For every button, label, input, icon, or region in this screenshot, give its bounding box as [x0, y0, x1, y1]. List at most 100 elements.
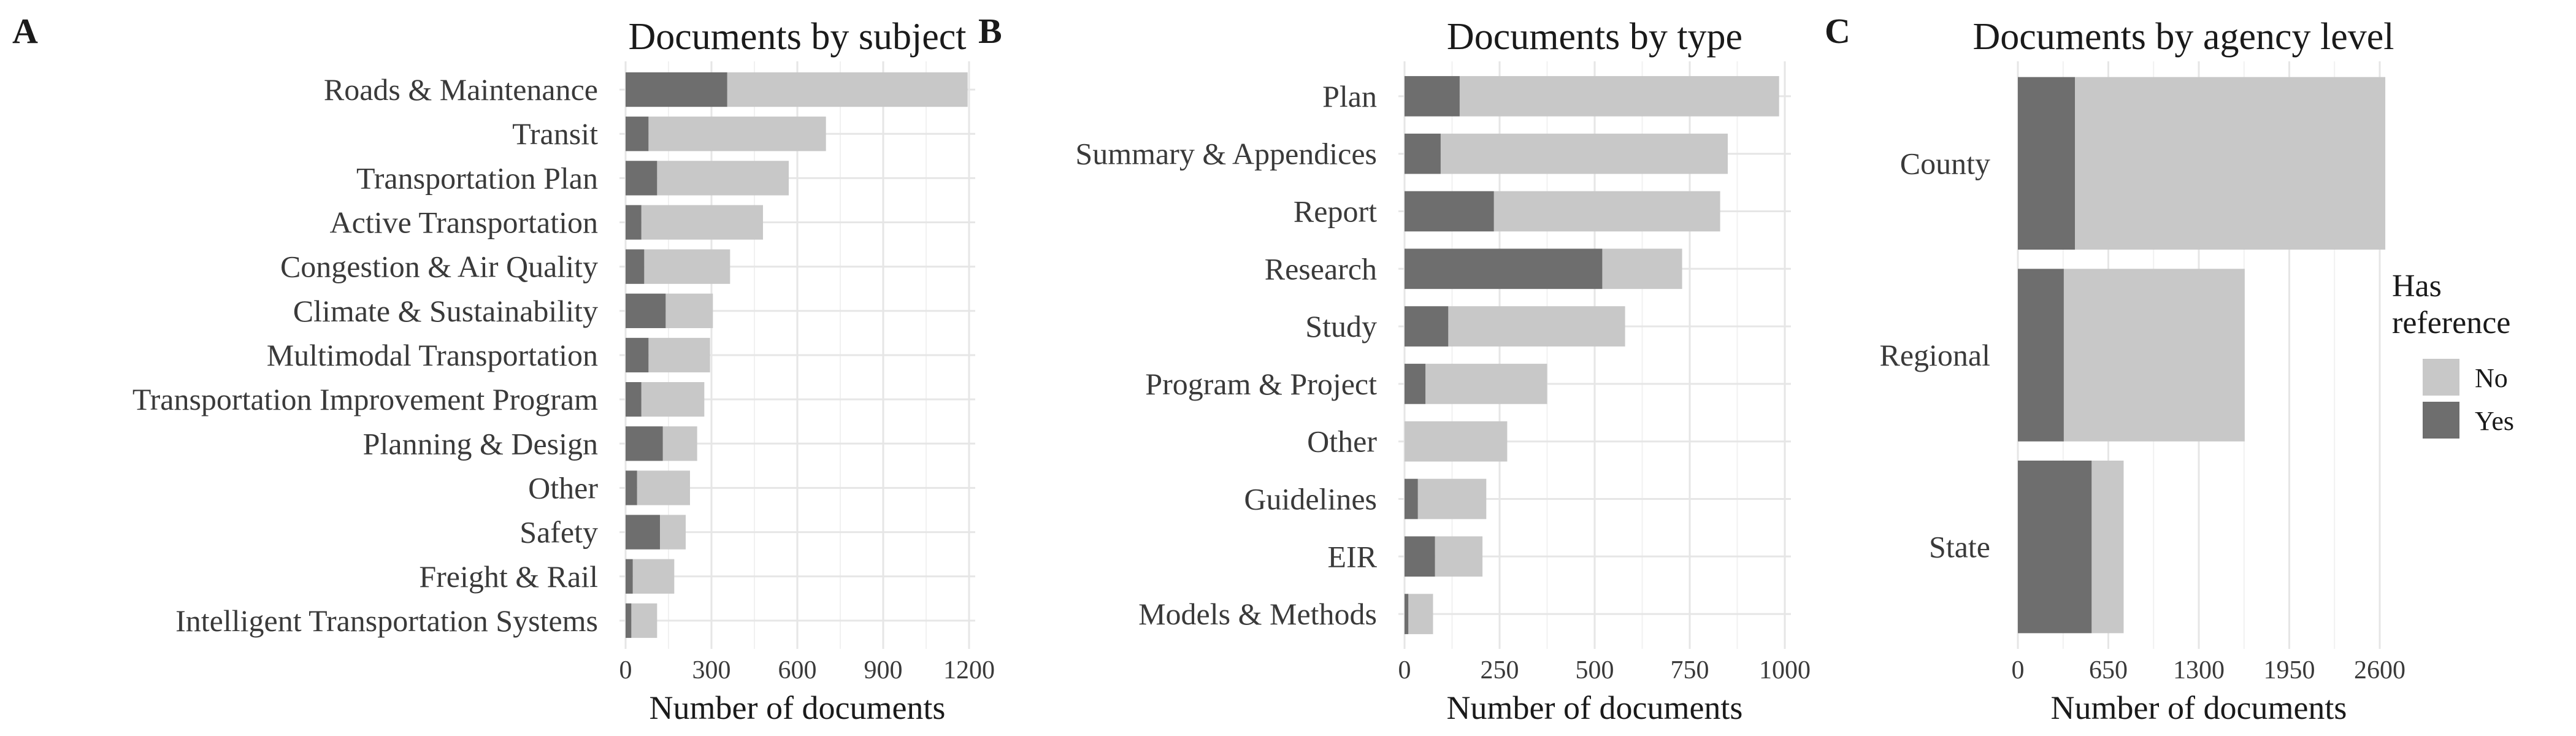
category-label: Transit	[512, 117, 598, 151]
x-tick-label: 750	[1671, 656, 1709, 684]
panel-letter: C	[1825, 11, 1850, 51]
bar-segment-yes	[626, 337, 649, 373]
x-tick-label: 250	[1481, 656, 1519, 684]
bar-segment-no	[2091, 460, 2124, 634]
category-label: Planning & Design	[363, 426, 598, 461]
category-label: Regional	[1879, 338, 1990, 372]
x-axis-title: Number of documents	[1447, 689, 1743, 726]
bar-segment-no	[641, 205, 763, 240]
bar-segment-no	[648, 117, 826, 151]
category-label: Other	[528, 470, 598, 505]
category-label: County	[1900, 146, 1990, 180]
bar-segment-yes	[2018, 269, 2064, 442]
bar-segment-no	[665, 293, 713, 328]
category-label: Active Transportation	[330, 205, 598, 240]
bar-segment-yes	[626, 205, 642, 240]
bar-segment-no	[2063, 269, 2245, 442]
category-label: Congestion & Air Quality	[280, 250, 598, 284]
bar-segment-no	[660, 515, 686, 550]
bar-segment-yes	[626, 117, 649, 151]
x-tick-label: 1000	[1759, 656, 1811, 684]
category-label: Climate & Sustainability	[293, 294, 598, 328]
bar-segment-yes	[1405, 364, 1426, 404]
category-label: Safety	[519, 515, 598, 550]
bar-segment-yes	[626, 470, 637, 505]
bar-segment-no	[727, 72, 968, 107]
bar-segment-yes	[626, 603, 632, 638]
bar-segment-yes	[1405, 248, 1603, 289]
x-tick-label: 0	[2012, 656, 2025, 684]
bar-segment-no	[637, 470, 690, 505]
legend: Has reference No Yes	[2392, 269, 2514, 439]
chart-title: Documents by type	[1447, 16, 1742, 58]
bar-segment-yes	[1405, 76, 1460, 117]
bar-segment-no	[1602, 248, 1682, 289]
category-label: Guidelines	[1244, 482, 1377, 516]
bar-segment-yes	[1405, 306, 1449, 347]
category-label: Plan	[1322, 79, 1377, 113]
bar-segment-no	[648, 337, 710, 373]
bar-segment-no	[657, 161, 789, 196]
chart-title: Documents by agency level	[1973, 16, 2394, 58]
x-tick-label: 1950	[2264, 656, 2315, 684]
x-tick-label: 0	[619, 656, 632, 684]
category-label: Freight & Rail	[419, 559, 598, 594]
legend-label-no: No	[2475, 363, 2508, 393]
bar-segment-yes	[1405, 191, 1494, 232]
legend-swatch-yes	[2423, 402, 2459, 439]
bar-segment-no	[1405, 421, 1508, 462]
bar-segment-no	[1408, 594, 1433, 634]
panel-agency-level: State Regional County 0 650 1300 1950 2600Numbe…	[1825, 11, 2405, 726]
bar-segment-no	[1493, 191, 1720, 232]
x-tick-label: 0	[1398, 656, 1411, 684]
category-label: Program & Project	[1145, 367, 1377, 401]
bar-segment-no	[641, 382, 705, 417]
category-label: Other	[1307, 424, 1377, 459]
bar-segment-yes	[626, 559, 633, 594]
bar-segment-no	[644, 249, 730, 284]
bar-segment-no	[1459, 76, 1779, 117]
bar-segment-yes	[626, 515, 660, 550]
bar-segment-yes	[2018, 77, 2076, 250]
bar-segment-yes	[626, 249, 645, 284]
x-tick-label: 900	[864, 656, 903, 684]
category-label: State	[1929, 530, 1990, 564]
legend-title-line2: reference	[2392, 305, 2510, 340]
x-tick-label: 600	[778, 656, 817, 684]
x-tick-label: 1200	[943, 656, 995, 684]
bar-segment-yes	[1405, 594, 1409, 634]
category-label: Transportation Plan	[356, 161, 598, 195]
bar-segment-yes	[1405, 478, 1418, 519]
legend-swatch-no	[2423, 359, 2459, 396]
category-label: Roads & Maintenance	[324, 72, 598, 107]
category-label: Research	[1265, 251, 1377, 286]
bar-segment-yes	[626, 382, 642, 417]
bar-segment-no	[631, 603, 657, 638]
legend-label-yes: Yes	[2475, 406, 2514, 436]
bar-segment-no	[662, 426, 697, 461]
category-label: Study	[1305, 309, 1377, 343]
bar-segment-no	[632, 559, 675, 594]
x-tick-label: 500	[1576, 656, 1614, 684]
category-label: Models & Methods	[1138, 597, 1377, 631]
panel-letter: B	[978, 11, 1002, 51]
bar-segment-no	[1425, 364, 1547, 404]
legend-title-line1: Has	[2392, 269, 2442, 304]
bar-segment-yes	[626, 161, 657, 196]
category-label: Multimodal Transportation	[267, 338, 598, 372]
bar-segment-no	[2075, 77, 2386, 250]
bar-segment-yes	[626, 426, 663, 461]
bar-segment-no	[1440, 133, 1728, 174]
category-label: Transportation Improvement Program	[132, 382, 598, 416]
panel-subject: Intelligent Transportation Systems Freigh…	[12, 11, 995, 726]
chart-title: Documents by subject	[628, 16, 966, 58]
x-tick-label: 1300	[2173, 656, 2225, 684]
bar-segment-yes	[626, 293, 666, 328]
category-label: Summary & Appendices	[1075, 137, 1377, 171]
bar-segment-yes	[626, 72, 727, 107]
x-tick-label: 650	[2089, 656, 2128, 684]
category-label: EIR	[1327, 539, 1377, 573]
panel-type: Models & Methods EIR Guidelines Other Progra…	[978, 11, 1811, 726]
bar-segment-yes	[2018, 460, 2092, 634]
